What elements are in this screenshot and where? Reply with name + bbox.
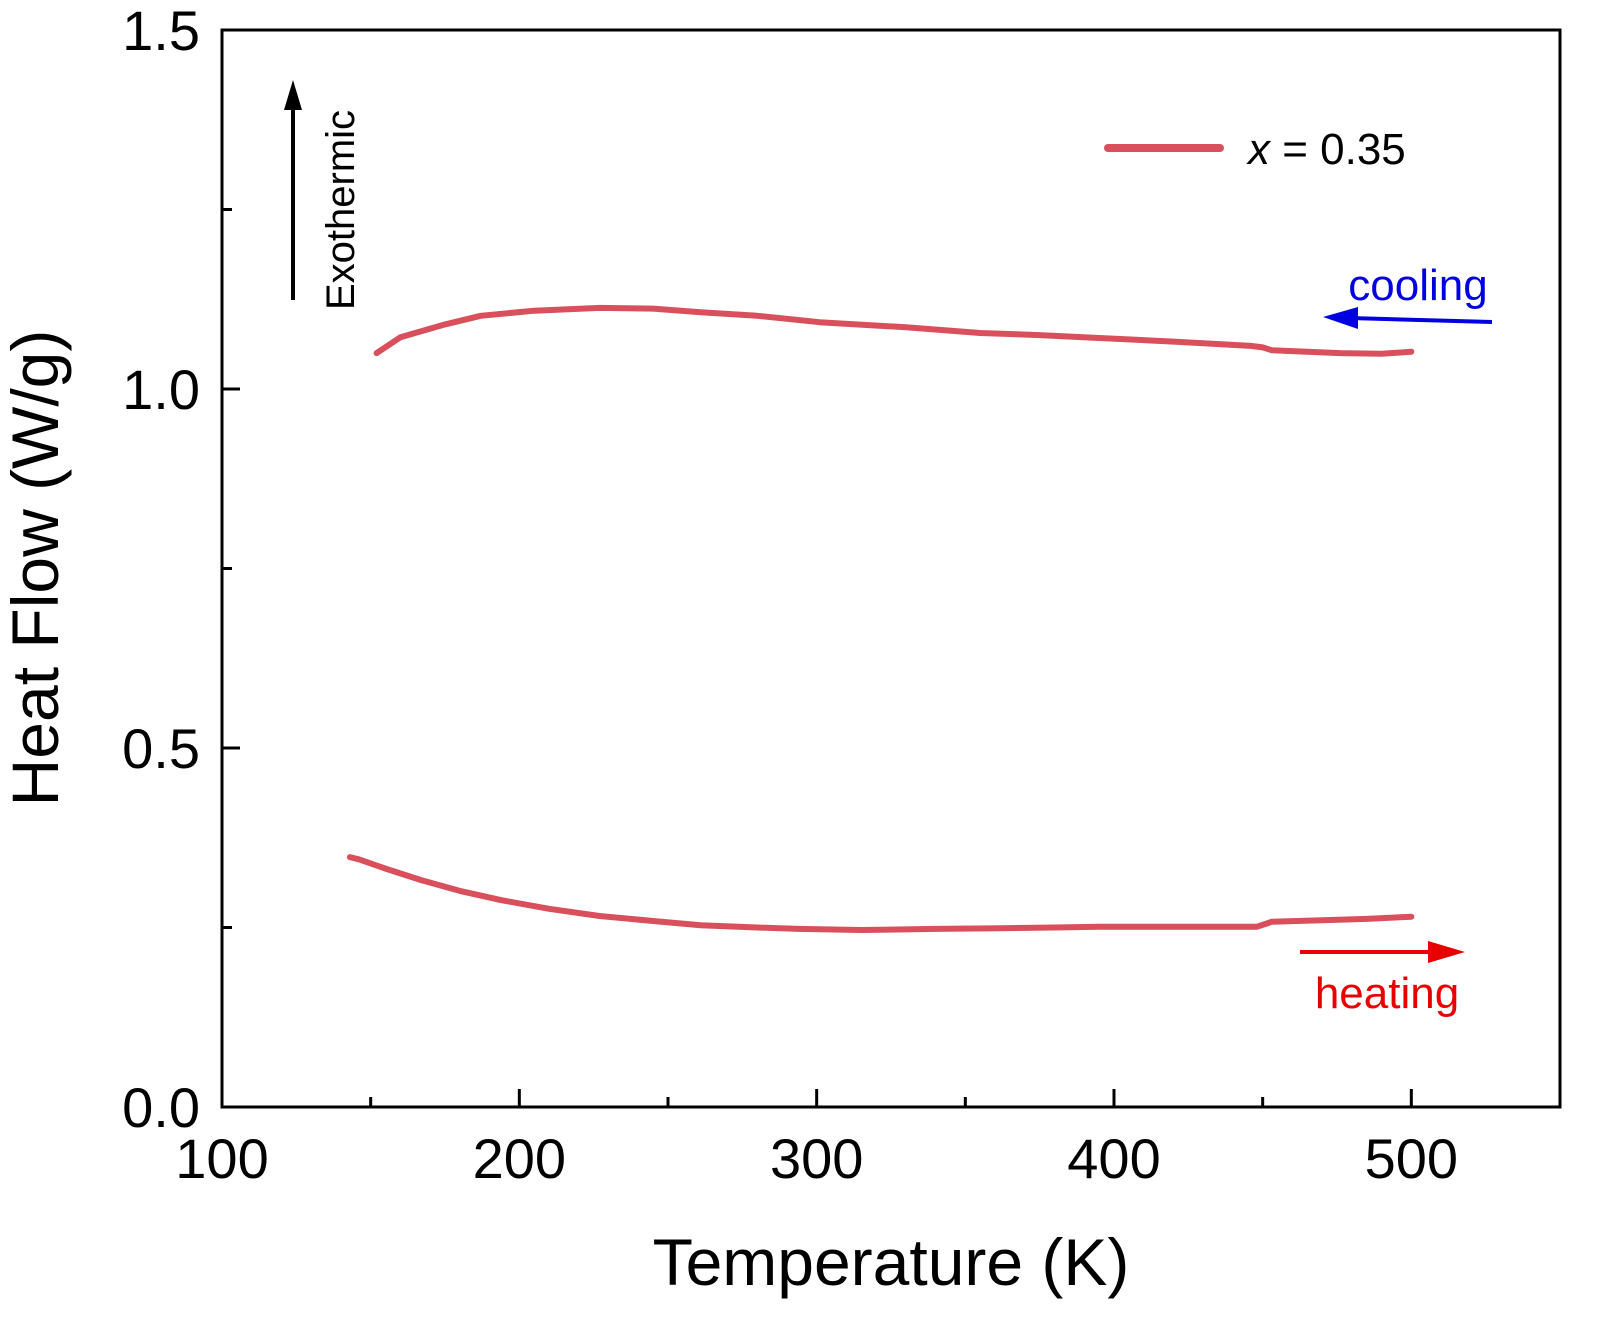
- cooling-label: cooling: [1348, 261, 1487, 310]
- exothermic-label: Exothermic: [319, 110, 363, 310]
- exothermic-arrowhead: [284, 80, 302, 110]
- heating-label: heating: [1315, 969, 1459, 1018]
- plot-frame: [220, 28, 1562, 1109]
- x-axis-ticks: 100 200 300 400 500: [175, 1089, 1458, 1190]
- series-line-heating: [346, 854, 1415, 933]
- x-tick-label: 500: [1365, 1127, 1458, 1190]
- x-tick-label: 100: [175, 1127, 268, 1190]
- x-axis-label: Temperature (K): [653, 1225, 1130, 1299]
- x-tick-label: 400: [1067, 1127, 1160, 1190]
- y-tick-label: 0.0: [122, 1076, 200, 1139]
- x-tick-label: 200: [473, 1127, 566, 1190]
- series-curves: [346, 304, 1415, 933]
- y-tick-label: 1.0: [122, 358, 200, 421]
- heating-arrowhead: [1428, 941, 1465, 963]
- y-tick-label: 0.5: [122, 717, 200, 780]
- cooling-arrow: [1349, 316, 1493, 324]
- y-tick-label: 1.5: [122, 0, 200, 62]
- cooling-arrowhead: [1323, 307, 1358, 329]
- legend-label: x = 0.35: [1246, 125, 1406, 174]
- y-axis-ticks: 0.0 0.5 1.0 1.5: [122, 0, 240, 1139]
- series-line-cooling: [373, 304, 1415, 357]
- y-axis-label: Heat Flow (W/g): [0, 330, 72, 807]
- x-tick-label: 300: [770, 1127, 863, 1190]
